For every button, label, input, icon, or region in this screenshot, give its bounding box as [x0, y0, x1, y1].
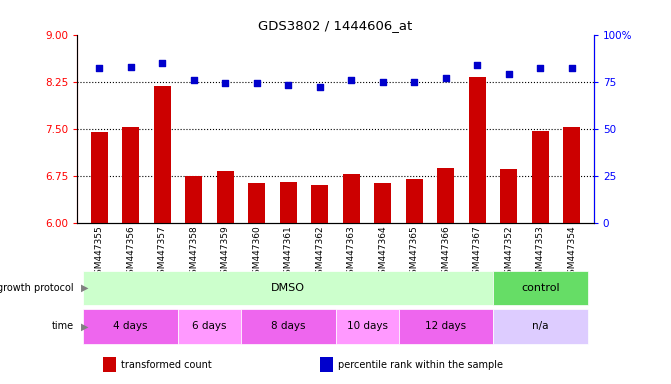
- Bar: [399, 309, 493, 344]
- Point: [346, 77, 356, 83]
- Text: 4 days: 4 days: [113, 321, 148, 331]
- Point: [315, 84, 325, 90]
- Point: [157, 60, 168, 66]
- Bar: [91, 132, 108, 223]
- Text: growth protocol: growth protocol: [0, 283, 74, 293]
- Bar: [531, 131, 549, 223]
- Bar: [320, 357, 333, 372]
- Bar: [241, 309, 336, 344]
- Text: 10 days: 10 days: [346, 321, 388, 331]
- Point: [377, 79, 388, 85]
- Bar: [122, 127, 140, 223]
- Bar: [103, 357, 116, 372]
- Point: [94, 65, 105, 71]
- Point: [503, 71, 514, 77]
- Bar: [280, 182, 297, 223]
- Point: [440, 75, 451, 81]
- Bar: [405, 179, 423, 223]
- Bar: [336, 309, 399, 344]
- Bar: [563, 127, 580, 223]
- Text: DMSO: DMSO: [271, 283, 305, 293]
- Point: [283, 82, 294, 88]
- Text: control: control: [521, 283, 560, 293]
- Bar: [248, 183, 266, 223]
- Bar: [217, 171, 234, 223]
- Bar: [343, 174, 360, 223]
- Text: time: time: [52, 321, 74, 331]
- Text: 12 days: 12 days: [425, 321, 466, 331]
- Bar: [83, 309, 178, 344]
- Bar: [437, 167, 454, 223]
- Bar: [311, 185, 328, 223]
- Point: [125, 63, 136, 70]
- Bar: [493, 309, 588, 344]
- Bar: [83, 271, 493, 305]
- Point: [535, 65, 546, 71]
- Text: 6 days: 6 days: [192, 321, 227, 331]
- Text: ▶: ▶: [81, 321, 88, 331]
- Bar: [500, 169, 517, 223]
- Text: percentile rank within the sample: percentile rank within the sample: [338, 360, 503, 370]
- Bar: [468, 77, 486, 223]
- Text: 8 days: 8 days: [271, 321, 305, 331]
- Title: GDS3802 / 1444606_at: GDS3802 / 1444606_at: [258, 19, 413, 32]
- Text: transformed count: transformed count: [121, 360, 212, 370]
- Text: ▶: ▶: [81, 283, 88, 293]
- Bar: [154, 86, 171, 223]
- Point: [189, 77, 199, 83]
- Point: [409, 79, 419, 85]
- Bar: [178, 309, 241, 344]
- Point: [252, 80, 262, 86]
- Point: [472, 61, 482, 68]
- Bar: [185, 176, 203, 223]
- Bar: [374, 183, 391, 223]
- Bar: [493, 271, 588, 305]
- Point: [566, 65, 577, 71]
- Text: n/a: n/a: [532, 321, 548, 331]
- Point: [220, 80, 231, 86]
